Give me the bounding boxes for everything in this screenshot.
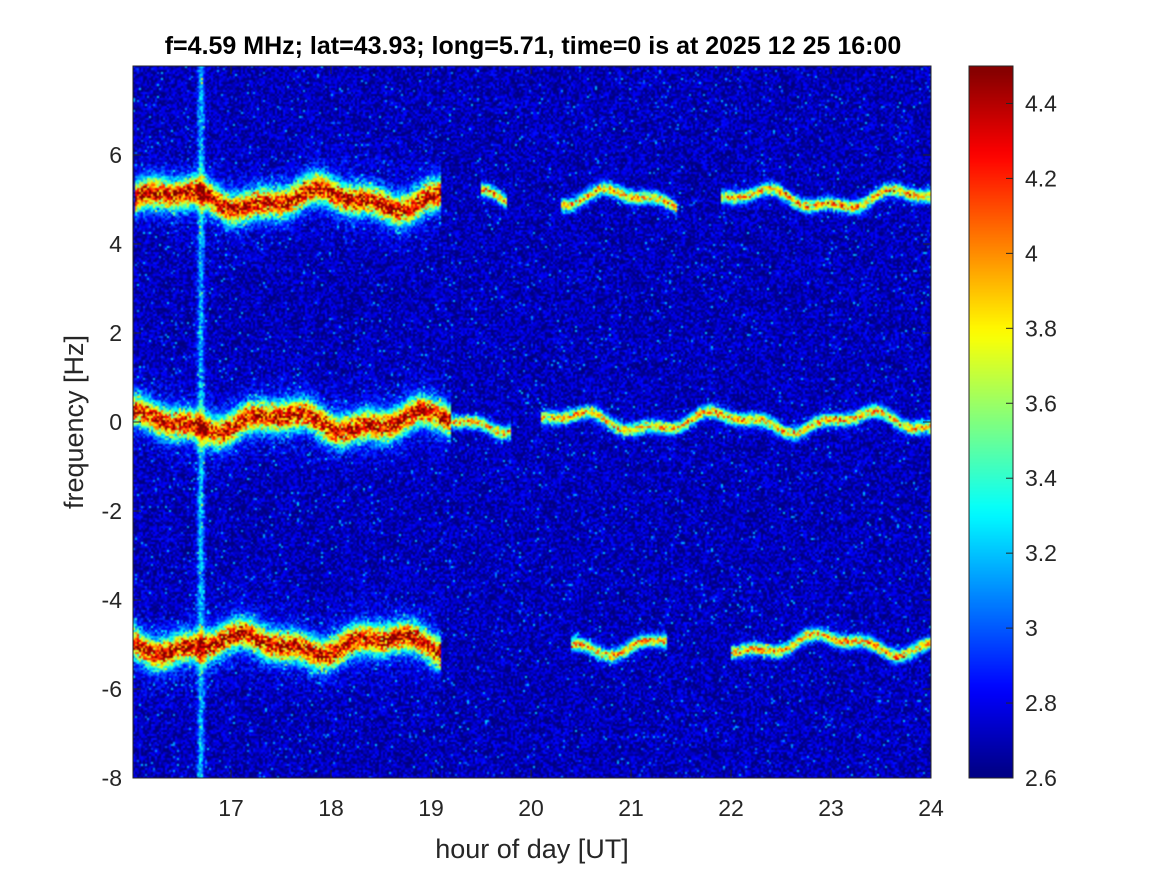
x-axis-ticks: 17 18 19 20 21 22 23 24 bbox=[218, 66, 944, 821]
colorbar-tick-label: 3.6 bbox=[1025, 390, 1057, 416]
y-tick-label: -4 bbox=[102, 587, 123, 613]
colorbar-tick-label: 3 bbox=[1025, 615, 1038, 641]
x-axis-title: hour of day [UT] bbox=[435, 834, 629, 864]
y-tick-label: -6 bbox=[102, 676, 122, 702]
colorbar-tick-label: 4 bbox=[1025, 240, 1038, 266]
y-tick-label: 6 bbox=[109, 142, 122, 168]
x-tick-label: 18 bbox=[318, 795, 344, 821]
y-tick-label: -2 bbox=[102, 498, 122, 524]
colorbar-tick-label: 2.6 bbox=[1025, 765, 1057, 791]
y-tick-label: 2 bbox=[109, 320, 122, 346]
y-tick-label: -8 bbox=[102, 765, 122, 791]
y-axis-ticks: -8 -6 -4 -2 0 2 4 6 bbox=[102, 142, 931, 791]
x-tick-label: 21 bbox=[618, 795, 644, 821]
colorbar-tick-label: 3.2 bbox=[1025, 540, 1057, 566]
x-tick-label: 22 bbox=[718, 795, 744, 821]
colorbar-tick-label: 3.4 bbox=[1025, 465, 1057, 491]
colorbar-gradient bbox=[969, 66, 1013, 778]
colorbar-tick-label: 3.8 bbox=[1025, 315, 1057, 341]
colorbar-tick-label: 4.2 bbox=[1025, 165, 1057, 191]
y-tick-label: 4 bbox=[109, 231, 122, 257]
y-axis-title: frequency [Hz] bbox=[59, 335, 89, 509]
x-tick-label: 20 bbox=[518, 795, 544, 821]
spectrogram-heatmap bbox=[133, 66, 931, 778]
chart-title: f=4.59 MHz; lat=43.93; long=5.71, time=0… bbox=[165, 32, 902, 60]
colorbar-frame bbox=[968, 65, 1014, 779]
colorbar-tick-label: 2.8 bbox=[1025, 690, 1057, 716]
colorbar: 2.6 2.8 3 3.2 3.4 3.6 3.8 4 4.2 4.4 bbox=[968, 65, 1057, 791]
x-tick-label: 17 bbox=[218, 795, 244, 821]
spectrogram-plot-area bbox=[132, 65, 932, 779]
x-tick-label: 24 bbox=[918, 795, 944, 821]
colorbar-tick-label: 4.4 bbox=[1025, 90, 1057, 116]
x-tick-label: 23 bbox=[818, 795, 844, 821]
x-tick-label: 19 bbox=[418, 795, 444, 821]
colorbar-ticks: 2.6 2.8 3 3.2 3.4 3.6 3.8 4 4.2 4.4 bbox=[1006, 90, 1057, 791]
y-tick-label: 0 bbox=[109, 409, 122, 435]
